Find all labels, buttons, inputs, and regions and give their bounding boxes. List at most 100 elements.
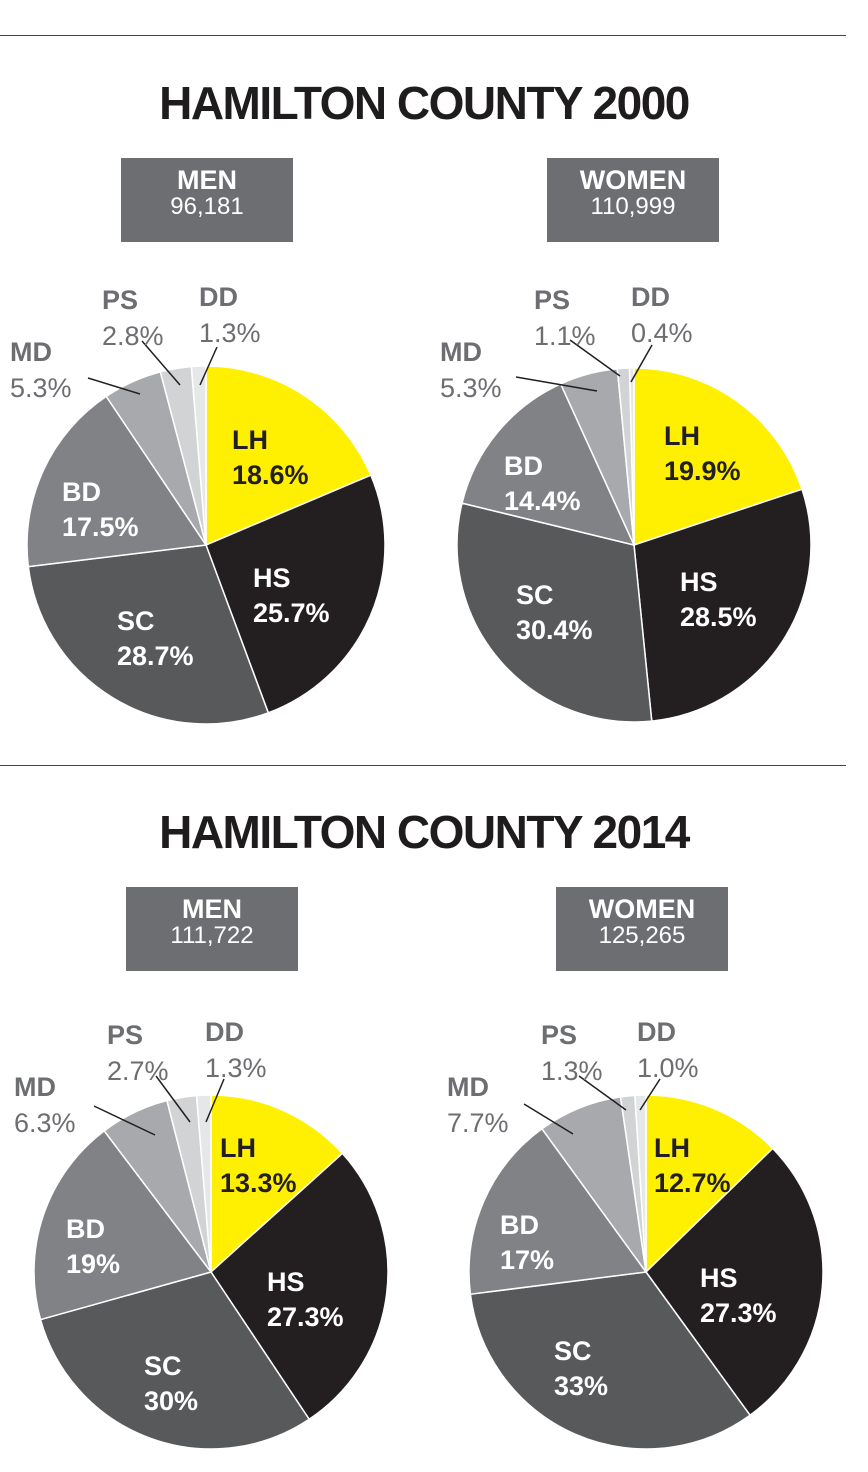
slice-label-md: MD 5.3% <box>440 337 502 403</box>
badge-women-2000: WOMEN 110,999 <box>547 158 719 242</box>
badge-count: 96,181 <box>170 193 244 220</box>
slice-label-category: PS <box>534 285 570 315</box>
slice-label-lh-line: 19.9% <box>664 456 741 486</box>
slice-label-bd-line: BD <box>504 451 543 481</box>
slice-label-category: DD <box>637 1017 676 1047</box>
section-title-2014: HAMILTON COUNTY 2014 <box>159 806 690 858</box>
pie-chart-3: LH 12.7% HS 27.3% SC 33% BD 17% MD 7.7% PS 1.3% DD 1.… <box>447 1017 824 1450</box>
slice-label-hs-line: 25.7% <box>253 598 330 628</box>
leader-line-ps <box>578 1075 627 1111</box>
slice-label-bd-line: BD <box>66 1214 105 1244</box>
slice-label-bd-line: 19% <box>66 1249 120 1279</box>
slice-label-value: 1.1% <box>534 321 596 351</box>
slice-label-lh: LH 19.9% <box>664 421 741 486</box>
slice-label-sc-line: 30% <box>144 1386 198 1416</box>
badge-label: WOMEN <box>588 894 696 924</box>
slice-label-bd: BD 17% <box>500 1210 554 1275</box>
leader-line-md <box>93 1105 156 1136</box>
slice-label-md: MD 7.7% <box>447 1072 509 1138</box>
pie-slice-lh <box>633 367 803 547</box>
slice-label-hs: HS 27.3% <box>700 1263 777 1328</box>
slice-label-sc: SC 28.7% <box>117 606 194 671</box>
top-divider <box>0 35 846 36</box>
pie-slice-dd <box>190 365 207 546</box>
slice-label-sc-line: 28.7% <box>117 641 194 671</box>
slice-label-value: 5.3% <box>440 373 502 403</box>
slice-label-sc: SC 30% <box>144 1351 198 1416</box>
slice-label-ps: PS 1.3% <box>541 1020 603 1086</box>
badge-count: 111,722 <box>170 922 254 949</box>
slice-label-category: PS <box>107 1020 143 1050</box>
leader-line-dd <box>199 346 218 386</box>
slice-label-hs-line: 28.5% <box>680 602 757 632</box>
pie-slice-dd <box>628 367 635 546</box>
slice-label-lh-line: 13.3% <box>220 1168 297 1198</box>
slice-label-bd-line: 17.5% <box>62 512 139 542</box>
slice-label-hs: HS 28.5% <box>680 567 757 632</box>
slice-label-md: MD 6.3% <box>14 1072 76 1138</box>
slice-label-value: 1.3% <box>541 1056 603 1086</box>
slice-label-lh-line: 18.6% <box>232 460 309 490</box>
pie-slice-hs <box>645 1147 824 1417</box>
slice-label-sc-line: SC <box>144 1351 182 1381</box>
slice-label-dd: DD 0.4% <box>631 282 693 348</box>
slice-label-sc-line: 33% <box>554 1371 608 1401</box>
slice-label-value: 1.3% <box>199 318 261 348</box>
slice-label-hs-line: HS <box>680 567 718 597</box>
slice-label-sc-line: 30.4% <box>516 615 593 645</box>
slice-label-sc-line: SC <box>117 606 155 636</box>
pie-slice-lh <box>205 365 372 547</box>
slice-label-value: 2.7% <box>107 1056 169 1086</box>
slice-label-bd-line: BD <box>62 477 101 507</box>
leader-line-md <box>87 377 141 395</box>
pie-slice-hs <box>210 1152 389 1421</box>
slice-label-dd: DD 1.3% <box>205 1017 267 1083</box>
slice-label-sc: SC 33% <box>554 1336 608 1401</box>
slice-label-value: 1.0% <box>637 1053 699 1083</box>
leader-line-dd <box>639 1078 661 1111</box>
slice-label-md: MD 5.3% <box>10 337 72 403</box>
slice-label-hs-line: HS <box>267 1267 305 1297</box>
slice-label-dd: DD 1.0% <box>637 1017 699 1083</box>
slice-label-hs-line: 27.3% <box>700 1298 777 1328</box>
pie-slice-dd <box>634 1094 647 1273</box>
pie-slice-dd <box>195 1094 212 1273</box>
slice-label-category: MD <box>10 337 52 367</box>
slice-label-bd: BD 19% <box>66 1214 120 1279</box>
badge-label: WOMEN <box>579 165 687 195</box>
slice-label-lh-line: LH <box>664 421 700 451</box>
slice-label-lh-line: 12.7% <box>654 1168 731 1198</box>
pie-slice-lh <box>210 1094 344 1274</box>
pie-chart-0: LH 18.6% HS 25.7% SC 28.7% BD 17.5% MD 5.3% PS 2.8%… <box>10 282 386 725</box>
leader-line-ps <box>155 1075 191 1123</box>
slice-label-sc: SC 30.4% <box>516 580 593 645</box>
slice-label-bd: BD 17.5% <box>62 477 139 542</box>
slice-label-category: PS <box>541 1020 577 1050</box>
slice-label-category: MD <box>440 337 482 367</box>
badge-men-2000: MEN 96,181 <box>121 158 293 242</box>
slice-label-value: 2.8% <box>102 321 164 351</box>
slice-label-bd: BD 14.4% <box>504 451 581 516</box>
slice-label-bd-line: BD <box>500 1210 539 1240</box>
slice-label-ps: PS 2.8% <box>102 285 164 351</box>
pie-chart-2: LH 13.3% HS 27.3% SC 30% BD 19% MD 6.3% PS 2.7% DD 1.… <box>14 1017 389 1450</box>
leader-line-dd <box>205 1078 225 1123</box>
slice-label-category: MD <box>14 1072 56 1102</box>
leader-line-dd <box>630 344 653 383</box>
slice-label-lh-line: LH <box>232 425 268 455</box>
slice-label-hs-line: HS <box>700 1263 738 1293</box>
slice-label-category: DD <box>205 1017 244 1047</box>
slice-label-lh-line: LH <box>654 1133 690 1163</box>
pie-slice-sc <box>469 1271 752 1450</box>
slice-label-lh: LH 13.3% <box>220 1133 297 1198</box>
slice-label-lh: LH 18.6% <box>232 425 309 490</box>
leader-line-ps <box>141 340 181 386</box>
badge-women-2014: WOMEN 125,265 <box>556 887 728 971</box>
slice-label-ps: PS 1.1% <box>534 285 596 351</box>
pie-chart-1: LH 19.9% HS 28.5% SC 30.4% BD 14.4% MD 5.3% PS 1.1%… <box>440 282 812 723</box>
slice-label-value: 5.3% <box>10 373 72 403</box>
slice-label-sc-line: SC <box>554 1336 592 1366</box>
slice-label-value: 0.4% <box>631 318 693 348</box>
leader-line-ps <box>569 339 621 377</box>
